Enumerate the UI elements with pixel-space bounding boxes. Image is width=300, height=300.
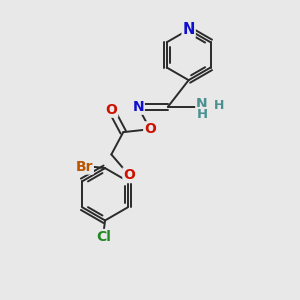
Text: Cl: Cl	[96, 230, 111, 244]
Text: O: O	[123, 168, 135, 182]
Text: H: H	[214, 99, 224, 112]
Text: N: N	[132, 100, 144, 114]
Text: N: N	[182, 22, 195, 37]
Text: N: N	[196, 97, 208, 111]
Text: O: O	[144, 122, 156, 136]
Text: H: H	[196, 108, 208, 121]
Text: Br: Br	[76, 160, 93, 174]
Text: O: O	[105, 103, 117, 117]
